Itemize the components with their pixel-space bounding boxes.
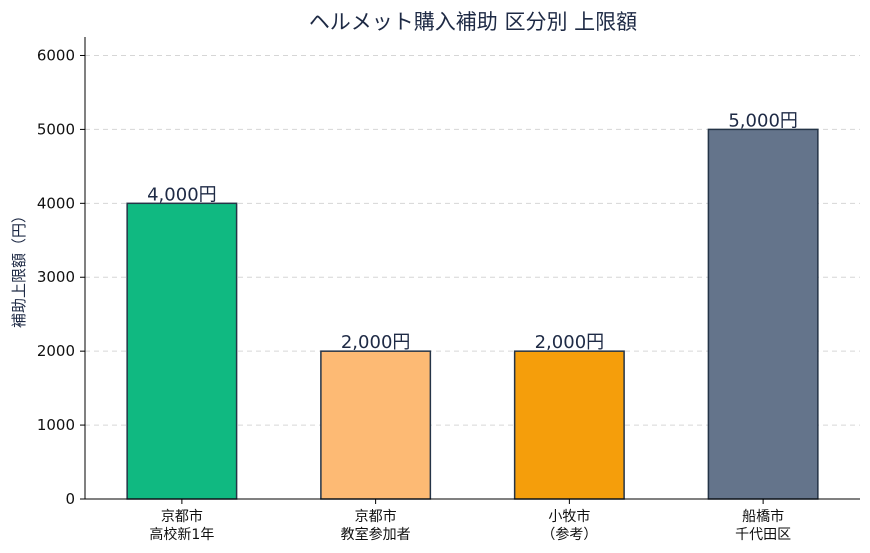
x-tick-label: 京都市教室参加者 [341, 508, 411, 543]
x-tick-label-line: 京都市 [355, 508, 397, 525]
x-tick-label-line: 教室参加者 [341, 526, 411, 543]
y-tick-label: 1000 [37, 416, 75, 434]
bar [707, 128, 819, 500]
x-tick-label: 京都市高校新1年 [149, 508, 214, 543]
bars [126, 128, 819, 500]
x-tick-label: 船橋市千代田区 [735, 508, 791, 543]
y-tick-label: 6000 [37, 46, 75, 64]
bar [126, 202, 238, 500]
x-tick-label: 小牧市（参考） [541, 508, 597, 543]
y-tick-labels: 0 1000 2000 3000 4000 5000 6000 [37, 46, 85, 508]
data-label: 4,000円 [147, 184, 217, 205]
y-tick-label: 5000 [37, 120, 75, 138]
bar [513, 350, 625, 500]
x-tick-label-line: 千代田区 [735, 527, 791, 543]
x-tick-label-line: 小牧市 [548, 508, 590, 525]
y-tick-label: 3000 [37, 268, 75, 286]
bar [320, 350, 432, 500]
y-tick-label: 4000 [37, 194, 75, 212]
data-label: 5,000円 [728, 110, 798, 131]
x-tick-label-line: （参考） [541, 526, 597, 543]
data-labels: 4,000円 2,000円 2,000円 5,000円 [147, 110, 798, 353]
y-axis-label: 補助上限額（円） [10, 208, 28, 328]
y-tick-label: 2000 [37, 342, 75, 360]
y-tick-label: 0 [65, 490, 75, 508]
axes [84, 37, 860, 500]
x-tick-label-line: 京都市 [161, 508, 203, 525]
x-tick-label-line: 高校新1年 [149, 526, 214, 543]
chart-title: ヘルメット購入補助 区分別 上限額 [309, 10, 637, 34]
data-label: 2,000円 [341, 332, 411, 353]
x-tick-label-line: 船橋市 [742, 508, 784, 525]
data-label: 2,000円 [535, 332, 605, 353]
